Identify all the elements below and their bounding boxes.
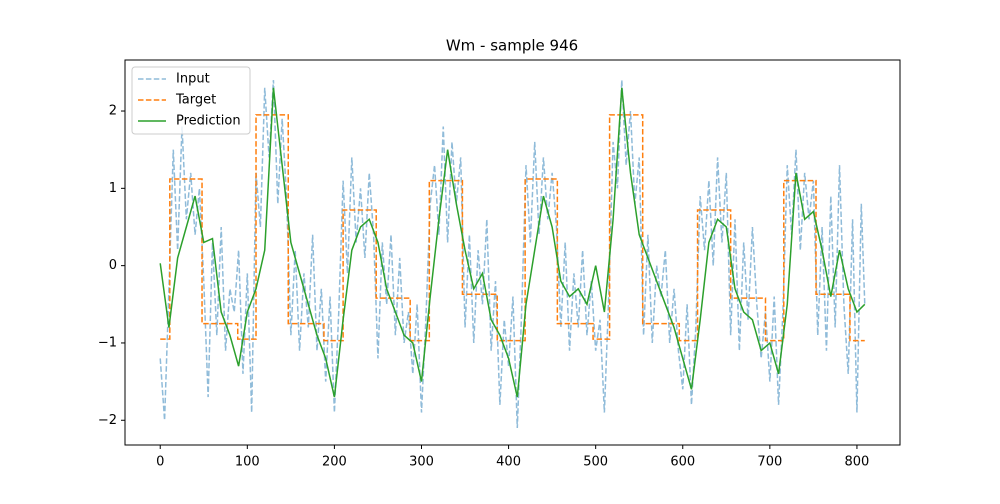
series-line xyxy=(159,87,866,398)
legend-label: Input xyxy=(176,72,210,87)
y-tick-label: 2 xyxy=(109,104,117,119)
x-tick-label: 800 xyxy=(845,455,870,470)
chart-title: Wm - sample 946 xyxy=(446,37,578,55)
series-line xyxy=(159,80,866,429)
y-tick-label: 0 xyxy=(109,258,117,273)
series-line xyxy=(160,114,865,342)
x-tick-label: 400 xyxy=(496,455,521,470)
x-tick-label: 200 xyxy=(322,455,347,470)
y-tick-label: −2 xyxy=(98,413,117,428)
legend-box xyxy=(131,66,251,135)
x-tick-label: 700 xyxy=(757,455,782,470)
y-tick-label: −1 xyxy=(98,335,117,350)
axes-frame xyxy=(124,59,901,446)
x-tick-label: 300 xyxy=(409,455,434,470)
y-tick-label: 1 xyxy=(109,181,117,196)
x-tick-label: 600 xyxy=(670,455,695,470)
x-tick-label: 500 xyxy=(583,455,608,470)
legend-label: Prediction xyxy=(176,114,241,129)
x-tick-label: 100 xyxy=(235,455,260,470)
legend-label: Target xyxy=(175,93,216,108)
x-tick-label: 0 xyxy=(156,455,164,470)
plot-area xyxy=(159,80,866,429)
